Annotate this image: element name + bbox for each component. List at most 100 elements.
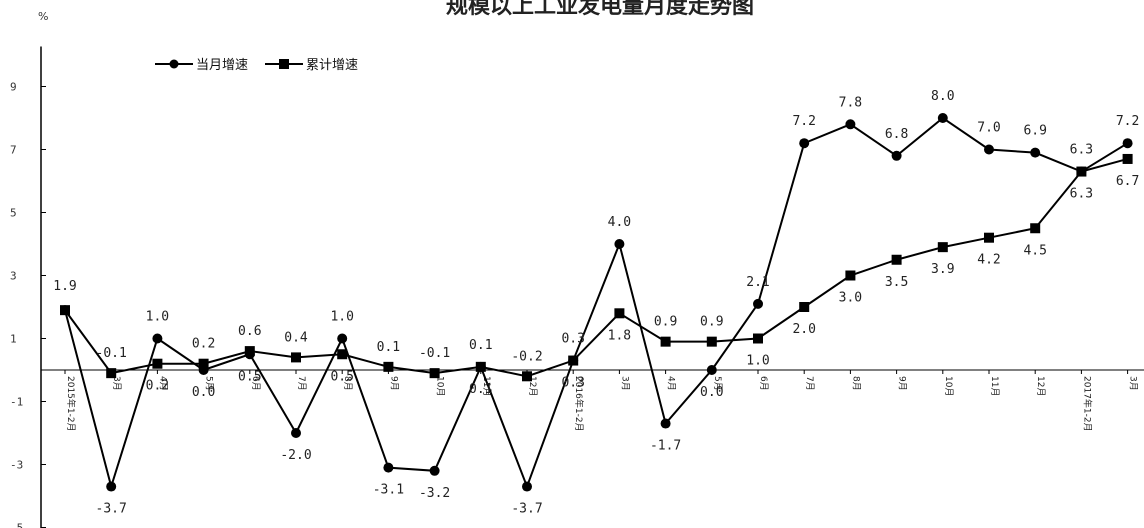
data-label-cumulative: 0.4	[284, 330, 308, 345]
data-point-monthly	[799, 138, 810, 149]
data-label-cumulative: 4.2	[977, 253, 1000, 268]
data-point-monthly	[753, 298, 763, 309]
x-tick-label: 6月	[758, 376, 769, 391]
data-label-cumulative: 0.1	[469, 382, 492, 397]
y-tick-label: 1	[10, 333, 17, 346]
x-tick-label: 12月	[527, 376, 538, 396]
data-point-cumulative	[198, 358, 209, 369]
data-label-cumulative: 4.5	[1023, 243, 1046, 258]
data-point-cumulative	[429, 368, 440, 379]
data-label-monthly: -3.7	[96, 502, 127, 517]
data-point-cumulative	[337, 349, 348, 360]
y-tick-label: -1	[10, 396, 23, 409]
x-tick-label: 8月	[342, 376, 353, 391]
plot-area: 1.9 -3.7 -0.1 1.0 0.2 0.0 0.2 0.5 0.6 -2.0 0.4 1.0 0…	[53, 89, 1139, 517]
data-label-cumulative: 0.2	[192, 337, 215, 352]
y-tick-label: 7	[10, 144, 17, 157]
legend-label-monthly: 当月增速	[196, 58, 248, 73]
data-point-cumulative	[60, 305, 70, 316]
x-tick-label: 2016年1-2月	[573, 376, 585, 432]
y-tick-label: -3	[10, 459, 23, 472]
data-point-cumulative	[383, 361, 394, 372]
data-label-monthly: 7.2	[1116, 114, 1139, 129]
x-tick-label: 3月	[1128, 376, 1139, 391]
data-point-cumulative	[984, 232, 994, 243]
x-tick-label: 3月	[619, 376, 630, 391]
data-label-monthly: -3.7	[511, 502, 542, 517]
data-point-cumulative	[475, 361, 486, 372]
data-label-cumulative: 0.2	[146, 379, 169, 394]
data-point-monthly	[937, 113, 948, 123]
data-point-cumulative	[1030, 223, 1041, 234]
data-label-cumulative: 3.0	[839, 291, 862, 306]
data-point-monthly	[614, 239, 625, 249]
data-label-monthly: 6.9	[1023, 124, 1046, 139]
data-point-monthly	[1030, 147, 1041, 158]
data-label-monthly: 1.0	[330, 310, 353, 325]
data-label-cumulative: -0.1	[96, 346, 127, 361]
data-label-monthly: 8.0	[931, 89, 954, 104]
x-tick-label: 9月	[388, 376, 399, 391]
legend: 当月增速 累计增速	[155, 58, 358, 73]
x-tick-label: 5月	[712, 376, 723, 391]
y-tick-label: 9	[10, 81, 17, 94]
data-point-cumulative	[1122, 153, 1133, 164]
data-label-cumulative: 6.3	[1070, 187, 1093, 202]
data-label-monthly: 0.5	[238, 369, 261, 384]
data-point-cumulative	[753, 333, 763, 344]
axes: -5 -3 -1 1 3 5 7 9 2015年1-2月 3月 4月 5月 6月 7月 8月 9月 10月 11月…	[10, 46, 1144, 528]
data-point-cumulative	[568, 355, 579, 366]
data-point-monthly	[984, 144, 994, 155]
data-label-monthly: 0.1	[469, 338, 492, 353]
data-point-monthly	[706, 365, 717, 375]
chart-title: 规模以上工业发电量月度走势图	[446, 0, 754, 19]
legend-marker-cumulative	[279, 59, 289, 69]
x-tick-label: 5月	[204, 376, 215, 391]
data-point-cumulative	[1076, 166, 1087, 177]
data-label-monthly: 7.2	[792, 114, 815, 129]
data-point-cumulative	[522, 371, 532, 382]
data-point-monthly	[1122, 138, 1133, 149]
x-tick-label: 7月	[804, 376, 815, 391]
x-tick-label: 8月	[850, 376, 861, 391]
x-tick-label: 10月	[435, 376, 446, 396]
data-point-monthly	[522, 481, 532, 492]
legend-label-cumulative: 累计增速	[306, 58, 358, 73]
data-point-cumulative	[799, 302, 810, 312]
x-tick-label: 10月	[943, 376, 954, 396]
x-tick-label: 6月	[250, 376, 261, 391]
data-label-monthly: 7.8	[839, 95, 862, 110]
x-tick-label: 12月	[1035, 376, 1046, 396]
data-point-monthly	[429, 465, 440, 476]
data-label-cumulative: 0.9	[700, 315, 723, 330]
data-point-cumulative	[614, 308, 625, 319]
data-label-cumulative: 0.6	[238, 324, 261, 339]
data-label-monthly: 0.3	[561, 332, 584, 347]
data-label-monthly: -2.0	[280, 448, 311, 463]
data-label-cumulative: -0.2	[511, 349, 542, 364]
data-label-cumulative: 1.0	[746, 354, 769, 369]
data-label-monthly: 6.8	[885, 127, 908, 142]
legend-marker-monthly	[169, 59, 179, 69]
data-point-cumulative	[291, 352, 301, 363]
data-point-monthly	[383, 462, 394, 473]
data-point-monthly	[660, 418, 671, 429]
data-point-cumulative	[244, 346, 255, 357]
data-point-monthly	[152, 333, 163, 344]
y-tick-label: -5	[10, 522, 23, 528]
data-label-monthly: -3.1	[373, 483, 404, 498]
y-unit-label: %	[38, 10, 48, 23]
data-point-cumulative	[106, 368, 117, 379]
data-point-cumulative	[845, 270, 856, 281]
data-point-monthly	[291, 428, 301, 438]
y-tick-label: 5	[10, 207, 17, 220]
data-label-monthly: -3.2	[419, 486, 450, 501]
x-tick-label: 11月	[481, 376, 492, 396]
x-tick-label: 7月	[296, 376, 307, 391]
data-point-monthly	[845, 119, 856, 130]
data-label-monthly: 6.3	[1070, 143, 1093, 158]
data-label-monthly: 4.0	[608, 215, 631, 230]
data-label-cumulative: 0.9	[654, 315, 677, 330]
data-point-cumulative	[937, 242, 948, 253]
